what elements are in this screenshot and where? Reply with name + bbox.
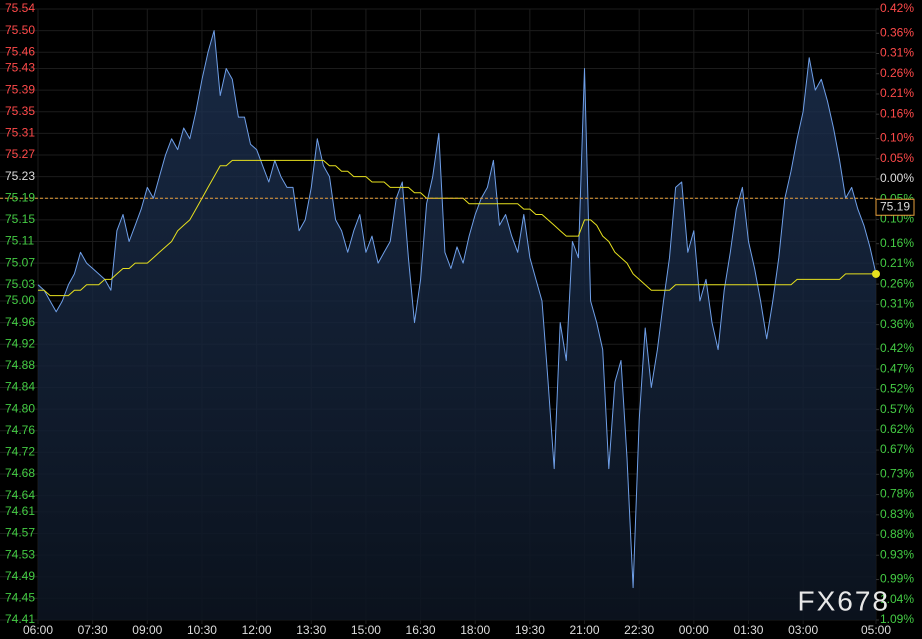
plot (0, 30, 880, 621)
y-tick-label: 74.72 (5, 445, 35, 459)
y-tick-label: 75.39 (5, 82, 35, 96)
x-tick-label: 03:00 (788, 623, 818, 637)
x-tick-label: 09:00 (132, 623, 162, 637)
y2-tick-label: 0.62% (880, 422, 914, 436)
price-line (37, 30, 877, 589)
y-tick-label: 75.19 (5, 190, 35, 204)
y2-tick-label: 0.42% (880, 1, 914, 15)
y2-tick-label: 0.73% (880, 467, 914, 481)
area-fill (38, 30, 876, 621)
y2-tick-label: 0.99% (880, 572, 914, 586)
y2-tick-label: 0.36% (880, 25, 914, 39)
x-tick-label: 10:30 (187, 623, 217, 637)
y2-tick-label: 0.88% (880, 527, 914, 541)
y2-tick-label: 1.04% (880, 592, 914, 606)
y-tick-label: 75.50 (5, 23, 35, 37)
y-tick-label: 75.00 (5, 293, 35, 307)
y-tick-label: 74.80 (5, 401, 35, 415)
y2-tick-label: 0.36% (880, 317, 914, 331)
reference-label: 75.19 (880, 199, 910, 213)
y-tick-label: 74.61 (5, 504, 35, 518)
y2-tick-label: 0.21% (880, 86, 914, 100)
x-tick-label: 22:30 (624, 623, 654, 637)
y-tick-label: 74.92 (5, 336, 35, 350)
x-tick-label: 16:30 (406, 623, 436, 637)
y-tick-label: 74.45 (5, 591, 35, 605)
y-tick-label: 74.57 (5, 526, 35, 540)
y-tick-label: 75.03 (5, 277, 35, 291)
y-tick-label: 75.11 (5, 234, 34, 248)
y-tick-label: 75.54 (5, 1, 35, 15)
y2-tick-label: 0.93% (880, 547, 914, 561)
x-tick-label: 05:00 (861, 623, 891, 637)
x-tick-label: 15:00 (351, 623, 381, 637)
y-tick-label: 74.41 (5, 612, 35, 626)
labels: 75.54 75.50 75.46 75.43 75.39 75.35 75.31 75.27… (5, 1, 915, 637)
y-tick-label: 74.84 (5, 380, 35, 394)
y2-tick-label: 0.47% (880, 361, 914, 375)
y-tick-label: 74.96 (5, 315, 35, 329)
y-tick-label: 75.15 (5, 212, 35, 226)
y-tick-label: 74.53 (5, 547, 35, 561)
y-tick-label: 74.88 (5, 358, 35, 372)
y-tick-label: 75.23 (5, 169, 35, 183)
y2-tick-label: 0.42% (880, 341, 914, 355)
watermark: FX678 (798, 585, 891, 616)
y2-tick-label: 0.26% (880, 66, 914, 80)
y2-tick-label: 0.67% (880, 442, 914, 456)
y2-tick-label: 0.00% (880, 171, 914, 185)
y2-tick-label: 0.16% (880, 236, 914, 250)
y-tick-label: 74.49 (5, 569, 35, 583)
x-tick-label: 07:30 (78, 623, 108, 637)
y2-tick-label: 0.52% (880, 382, 914, 396)
y2-tick-label: 0.10% (880, 131, 914, 145)
y2-tick-label: 0.83% (880, 507, 914, 521)
x-tick-label: 19:30 (515, 623, 545, 637)
y-tick-label: 75.27 (5, 147, 35, 161)
x-tick-label: 18:00 (460, 623, 490, 637)
y-tick-label: 74.64 (5, 488, 35, 502)
x-tick-label: 21:00 (570, 623, 600, 637)
x-tick-label: 06:00 (23, 623, 53, 637)
reference-box (875, 198, 915, 216)
y2-tick-label: 0.21% (880, 256, 914, 270)
y-tick-label: 75.35 (5, 104, 35, 118)
x-tick-label: 01:30 (733, 623, 763, 637)
y-tick-label: 75.46 (5, 44, 35, 58)
y-tick-label: 74.76 (5, 423, 35, 437)
y-tick-label: 75.31 (5, 126, 35, 140)
y2-tick-label: 0.31% (880, 46, 914, 60)
y2-tick-label: 0.05% (880, 151, 914, 165)
x-tick-label: 00:00 (679, 623, 709, 637)
x-tick-label: 13:30 (296, 623, 326, 637)
y-tick-label: 75.07 (5, 255, 35, 269)
last-point (872, 269, 880, 278)
y2-tick-label: 1.09% (880, 612, 914, 626)
y-tick-label: 74.68 (5, 466, 35, 480)
y2-tick-label: 0.57% (880, 402, 914, 416)
y2-tick-label: 0.78% (880, 487, 914, 501)
y2-tick-label: 0.26% (880, 276, 914, 290)
x-tick-label: 12:00 (242, 623, 272, 637)
y2-tick-label: 0.16% (880, 106, 914, 120)
y-tick-label: 75.43 (5, 61, 35, 75)
y2-tick-label: 0.31% (880, 297, 914, 311)
